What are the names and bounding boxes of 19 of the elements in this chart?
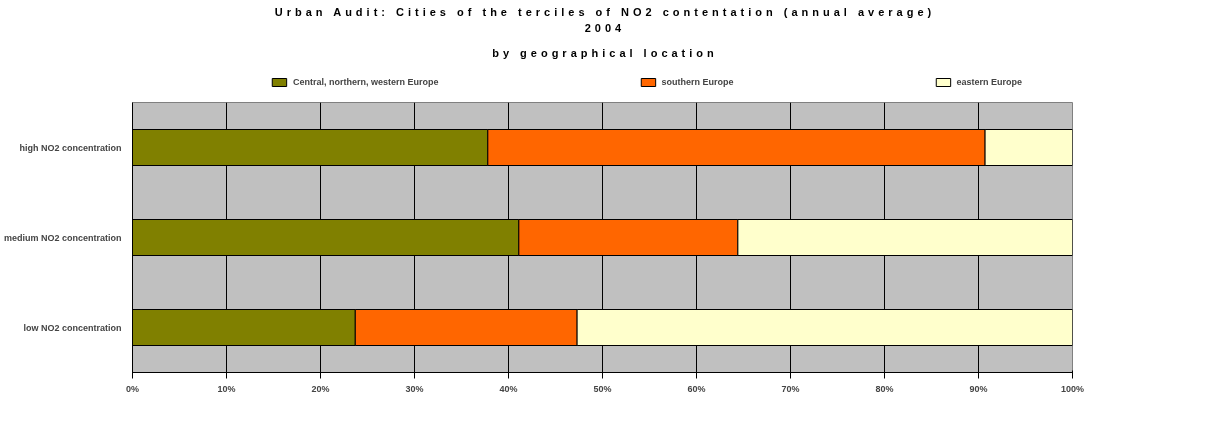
- x-tick-label: 70%: [781, 383, 800, 394]
- legend-label: eastern Europe: [956, 77, 1023, 88]
- legend-label: Central, northern, western Europe: [292, 77, 439, 88]
- chart-subtitle: by geographical location: [492, 46, 718, 62]
- x-tick-label: 60%: [687, 383, 706, 394]
- x-tick-label: 10%: [217, 383, 236, 394]
- x-tick-label: 80%: [875, 383, 894, 394]
- x-tick-label: 100%: [1060, 383, 1085, 394]
- y-tick-label: low NO2 concentration: [23, 322, 122, 333]
- y-tick-label: medium NO2 concentration: [3, 232, 122, 243]
- x-tick-label: 20%: [311, 383, 330, 394]
- legend-label: southern Europe: [661, 77, 734, 88]
- chart-title: Urban Audit: Cities of the terciles of NO2 contentation (annual average) 2004: [274, 5, 936, 36]
- x-tick-label: 30%: [405, 383, 424, 394]
- y-tick-label: high NO2 concentration: [19, 142, 122, 153]
- x-tick-label: 90%: [969, 383, 988, 394]
- x-tick-label: 40%: [499, 383, 518, 394]
- x-tick-label: 50%: [593, 383, 612, 394]
- x-tick-label: 0%: [126, 383, 140, 394]
